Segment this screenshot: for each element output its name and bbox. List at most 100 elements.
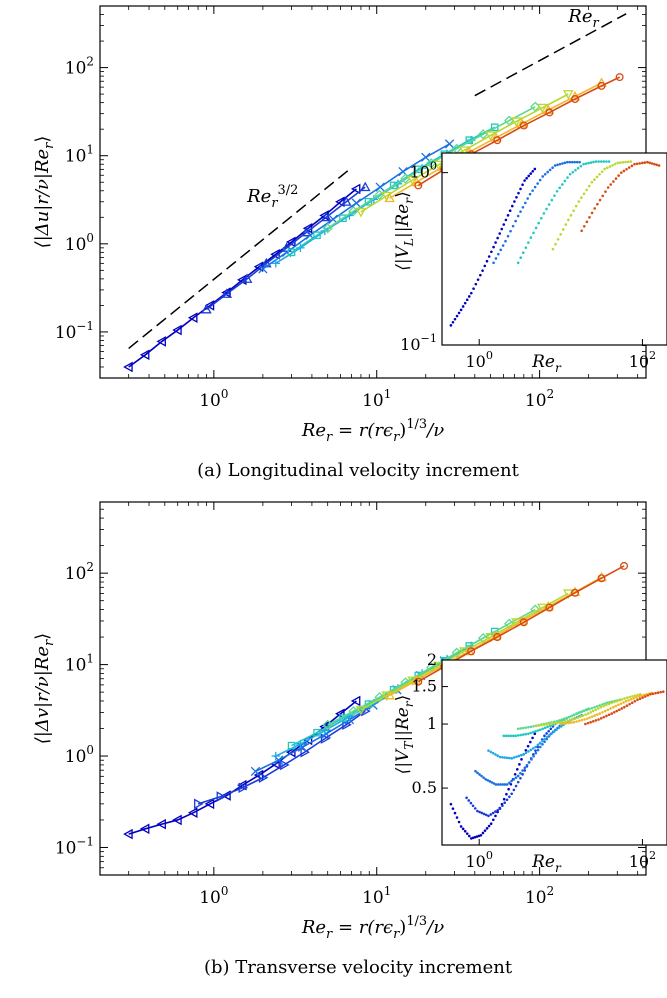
inset-point: [481, 831, 485, 835]
tick-label: 1.5: [412, 677, 437, 696]
inset-point: [560, 183, 564, 186]
series-line: [197, 710, 366, 805]
inset-point: [595, 713, 599, 716]
data-point: [467, 647, 476, 656]
inset-point: [565, 716, 569, 720]
inset-point: [565, 160, 569, 164]
data-point: [597, 81, 606, 90]
data-point: [123, 361, 133, 373]
inset-point: [488, 780, 492, 783]
inset-point: [541, 727, 545, 731]
inset-point: [537, 724, 541, 727]
inset-point: [636, 698, 639, 702]
data-point: [620, 561, 629, 570]
data-point: [258, 772, 269, 783]
inset-point: [508, 781, 511, 785]
reference-line-slope-1: [474, 13, 627, 97]
inset-point: [542, 723, 546, 727]
inset-point: [562, 717, 566, 720]
inset-point: [626, 160, 630, 164]
data-point: [187, 807, 198, 819]
inset-point: [522, 753, 525, 756]
inset-point: [625, 696, 629, 699]
data-point: [597, 574, 606, 583]
inset-point: [451, 807, 455, 810]
inset-point: [494, 783, 498, 786]
inset-point: [476, 809, 479, 813]
inset-point: [525, 176, 528, 180]
inset-point: [508, 795, 511, 799]
data-point: [313, 728, 321, 737]
data-point: [485, 131, 496, 141]
data-point: [519, 121, 528, 130]
inset-point: [530, 758, 533, 761]
inset-point: [561, 162, 564, 165]
inset-point: [577, 719, 581, 723]
inset-point: [505, 756, 509, 760]
inset-series-7: [559, 691, 654, 726]
annotation-re-three-halves: Rer3/2: [246, 183, 298, 211]
data-point: [545, 108, 554, 117]
inset-point: [536, 743, 540, 747]
inset-point: [510, 204, 514, 208]
inset-point: [555, 721, 559, 725]
inset-point: [571, 718, 574, 721]
svg-text:⟨|Δu|r/ν|Rer⟩: ⟨|Δu|r/ν|Rer⟩: [32, 136, 57, 249]
svg-text:⟨|VL||Rer⟩: ⟨|VL||Rer⟩: [393, 191, 416, 271]
inset-point: [494, 241, 497, 244]
inset-point: [461, 827, 465, 831]
inset-point: [527, 732, 530, 736]
inset-point: [599, 717, 603, 720]
inset-point: [593, 178, 596, 181]
inset-point: [598, 712, 602, 715]
inset-point: [582, 192, 586, 196]
data-point: [348, 205, 359, 217]
inset-point: [650, 162, 654, 165]
inset-point: [568, 160, 572, 164]
inset-point: [502, 734, 506, 738]
inset-x-label: Rer: [531, 852, 562, 875]
data-point: [516, 615, 528, 625]
inset-point: [490, 781, 494, 784]
inset-point: [482, 812, 486, 816]
inset-point: [659, 690, 662, 694]
inset-point: [570, 160, 574, 164]
data-point: [421, 152, 431, 162]
inset-point: [615, 699, 619, 703]
inset-point: [579, 164, 583, 168]
inset-point: [575, 720, 578, 723]
inset-point: [505, 783, 509, 786]
inset-point: [498, 232, 501, 235]
inset-point: [545, 207, 548, 211]
inset-point: [563, 179, 567, 183]
tick-label: 10−1: [55, 319, 94, 343]
inset-point: [570, 721, 573, 724]
inset-point: [586, 721, 590, 725]
inset-point: [487, 749, 490, 752]
inset-point: [524, 732, 528, 736]
inset-point: [507, 734, 510, 738]
inset-point: [516, 261, 520, 265]
inset-point: [467, 834, 471, 838]
inset-point: [641, 696, 644, 699]
inset-point: [476, 278, 480, 281]
inset-point: [521, 251, 525, 254]
inset-point: [558, 162, 562, 166]
inset-point: [529, 236, 533, 239]
inset-point: [521, 205, 525, 209]
inset-point: [597, 160, 600, 163]
data-point: [459, 146, 470, 156]
inset-point: [484, 813, 488, 817]
inset-point: [492, 261, 495, 265]
inset-point: [529, 740, 532, 744]
tick-label: 102: [629, 849, 656, 871]
caption-b: (b) Transverse velocity increment: [204, 957, 513, 978]
inset-point: [619, 171, 623, 174]
inset-point: [603, 709, 607, 713]
inset-point: [534, 730, 537, 733]
tick-label: 101: [362, 387, 391, 411]
data-point: [359, 181, 371, 192]
inset-point: [459, 308, 463, 312]
inset-point: [534, 745, 537, 749]
inset-point: [541, 175, 545, 178]
